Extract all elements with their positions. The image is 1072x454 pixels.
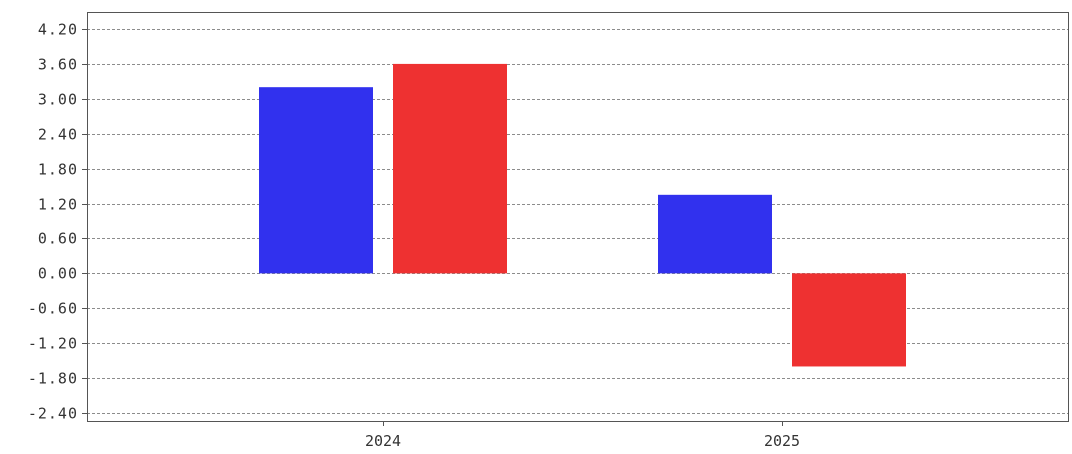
y-tick-label: 1.80 [38,161,78,179]
y-tick-label: 0.60 [38,230,78,248]
y-axis-ticks: 4.20 3.60 3.00 2.40 1.80 1.20 0.60 0.00 -0.60 -1.… [28,21,78,423]
bar [658,194,772,274]
bar [259,87,373,274]
x-tick-label: 2024 [365,432,401,450]
y-tick-label: 0.00 [38,265,78,283]
x-axis-ticks: 2024 2025 [365,432,800,450]
bar [792,273,906,367]
y-tick-label: 4.20 [38,21,78,39]
y-tick-label: 3.60 [38,56,78,74]
grid-lines [87,29,1069,414]
y-tick-label: 1.20 [38,196,78,214]
y-tick-label: -0.60 [28,300,78,318]
axes [82,12,1069,426]
bar [393,63,507,274]
y-tick-label: -2.40 [28,405,78,423]
bars [259,63,906,367]
y-tick-label: 3.00 [38,91,78,109]
y-tick-label: -1.20 [28,335,78,353]
y-tick-label: -1.80 [28,370,78,388]
y-tick-label: 2.40 [38,126,78,144]
x-tick-label: 2025 [764,432,800,450]
